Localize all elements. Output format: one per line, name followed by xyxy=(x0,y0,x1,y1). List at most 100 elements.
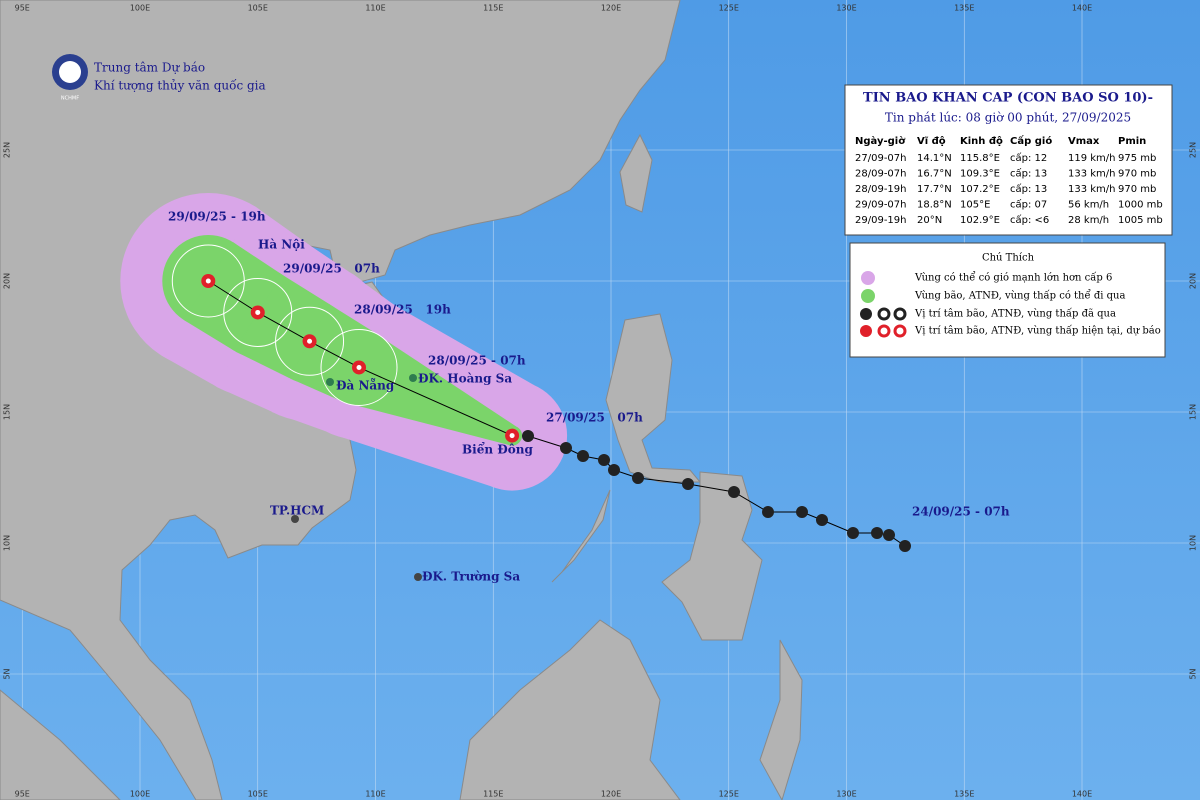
legend-swatch xyxy=(861,289,875,303)
lat-label: 5N xyxy=(1189,668,1198,679)
lat-label: 5N xyxy=(3,668,12,679)
legend-title: Chú Thích xyxy=(982,253,1035,264)
lon-label: 125E xyxy=(719,4,739,13)
map-label: ĐK. Hoàng Sa xyxy=(418,372,512,386)
legend-swatch xyxy=(877,324,891,338)
bulletin-box: TIN BAO KHAN CAP (CON BAO SO 10)- Tin ph… xyxy=(844,84,1173,236)
table-header: Vmax xyxy=(1068,136,1100,147)
past-position xyxy=(577,450,589,462)
lat-label: 10N xyxy=(3,535,12,551)
map-label: 29/09/25 07h xyxy=(283,262,380,276)
table-cell: 18.8°N xyxy=(917,200,952,211)
lon-label: 135E xyxy=(954,790,974,799)
table-cell: 133 km/h xyxy=(1068,169,1116,180)
table-header: Kinh độ xyxy=(960,135,1003,147)
past-position xyxy=(522,430,534,442)
lon-label: 130E xyxy=(836,790,856,799)
table-header: Pmin xyxy=(1118,136,1146,147)
logo: NCHMF Trung tâm Dự báo Khí tượng thủy vă… xyxy=(52,54,266,102)
table-cell: 28/09-19h xyxy=(855,184,907,195)
lon-label: 105E xyxy=(248,4,268,13)
lon-label: 95E xyxy=(15,4,30,13)
lon-label: 105E xyxy=(248,790,268,799)
past-position xyxy=(796,506,808,518)
legend-swatch xyxy=(860,308,872,320)
table-cell: 27/09-07h xyxy=(855,153,907,164)
lat-label: 25N xyxy=(1189,142,1198,158)
past-position xyxy=(871,527,883,539)
past-position xyxy=(608,464,620,476)
table-cell: 107.2°E xyxy=(960,184,1000,195)
lon-label: 110E xyxy=(365,4,385,13)
lon-label: 120E xyxy=(601,790,621,799)
table-cell: 29/09-07h xyxy=(855,200,907,211)
lat-label: 20N xyxy=(3,273,12,289)
lon-label: 135E xyxy=(954,4,974,13)
table-cell: cấp: 07 xyxy=(1010,199,1047,211)
lon-label: 120E xyxy=(601,4,621,13)
table-cell: 14.1°N xyxy=(917,153,952,164)
legend-swatch xyxy=(860,325,872,337)
cone-segment xyxy=(343,332,517,445)
legend-swatch xyxy=(893,307,907,321)
map-label: 24/09/25 - 07h xyxy=(912,505,1010,519)
lat-label: 15N xyxy=(1189,404,1198,420)
lat-label: 10N xyxy=(1189,535,1198,551)
legend: Chú Thích Vùng có thể có gió mạnh lớn hơ… xyxy=(849,242,1166,358)
table-cell: 119 km/h xyxy=(1068,153,1116,164)
lat-label: 15N xyxy=(3,404,12,420)
table-header: Ngày-giờ xyxy=(855,135,906,147)
forecast-track xyxy=(201,274,520,443)
table-header: Cấp gió xyxy=(1010,134,1052,147)
past-position xyxy=(598,454,610,466)
map-label: Đà Nẵng xyxy=(336,378,395,393)
legend-item: Vị trí tâm bão, ATNĐ, vùng thấp hiện tại… xyxy=(914,326,1161,337)
bulletin-frame xyxy=(844,84,1173,236)
lon-label: 100E xyxy=(130,790,150,799)
lon-label: 140E xyxy=(1072,4,1092,13)
past-position xyxy=(632,472,644,484)
map-label: Biển Đông xyxy=(462,442,533,457)
lat-label: 20N xyxy=(1189,273,1198,289)
lon-label: 115E xyxy=(483,4,503,13)
table-cell: 56 km/h xyxy=(1068,200,1109,211)
lat-label: 25N xyxy=(3,142,12,158)
forecast-position-core xyxy=(356,364,362,370)
mindanao xyxy=(661,471,763,641)
map-label: 28/09/25 19h xyxy=(354,303,451,317)
cone-segment xyxy=(289,304,377,402)
map-label: ĐK. Trường Sa xyxy=(422,570,520,584)
past-position xyxy=(816,514,828,526)
forecast-position-core xyxy=(509,433,515,439)
wind-radius xyxy=(320,328,398,406)
past-position xyxy=(682,478,694,490)
forecast-position-core xyxy=(307,338,313,344)
logo-mark xyxy=(59,61,81,83)
table-cell: 28/09-07h xyxy=(855,169,907,180)
table-cell: 102.9°E xyxy=(960,215,1000,226)
table-cell: 115.8°E xyxy=(960,153,1000,164)
map-label: 29/09/25 - 19h xyxy=(168,210,266,224)
legend-swatch xyxy=(877,307,891,321)
past-position xyxy=(560,442,572,454)
table-cell: 28 km/h xyxy=(1068,215,1109,226)
bulletin-issued: Tin phát lúc: 08 giờ 00 phút, 27/09/2025 xyxy=(885,111,1131,125)
table-cell: cấp: 13 xyxy=(1010,168,1047,180)
lon-label: 110E xyxy=(365,790,385,799)
sumatra xyxy=(0,689,121,800)
forecast-cone xyxy=(120,193,568,491)
place-dot xyxy=(414,573,422,581)
table-cell: 17.7°N xyxy=(917,184,952,195)
map-labels: 29/09/25 - 19h Hà Nội 29/09/25 07h 28/09/25… xyxy=(168,210,1010,584)
axis-labels: 95E 95E 100E 100E 105E 105E 110E 110E 115E 115E 12… xyxy=(3,4,1198,799)
past-position xyxy=(883,529,895,541)
lon-label: 140E xyxy=(1072,790,1092,799)
org-name: Khí tượng thủy văn quốc gia xyxy=(94,78,266,93)
table-cell: 1000 mb xyxy=(1118,200,1163,211)
place-dot xyxy=(409,374,417,382)
past-position xyxy=(762,506,774,518)
legend-item: Vùng bão, ATNĐ, vùng thấp có thể đi qua xyxy=(914,290,1125,302)
wind-radius xyxy=(171,244,245,318)
table-cell: 970 mb xyxy=(1118,169,1156,180)
past-position xyxy=(728,486,740,498)
